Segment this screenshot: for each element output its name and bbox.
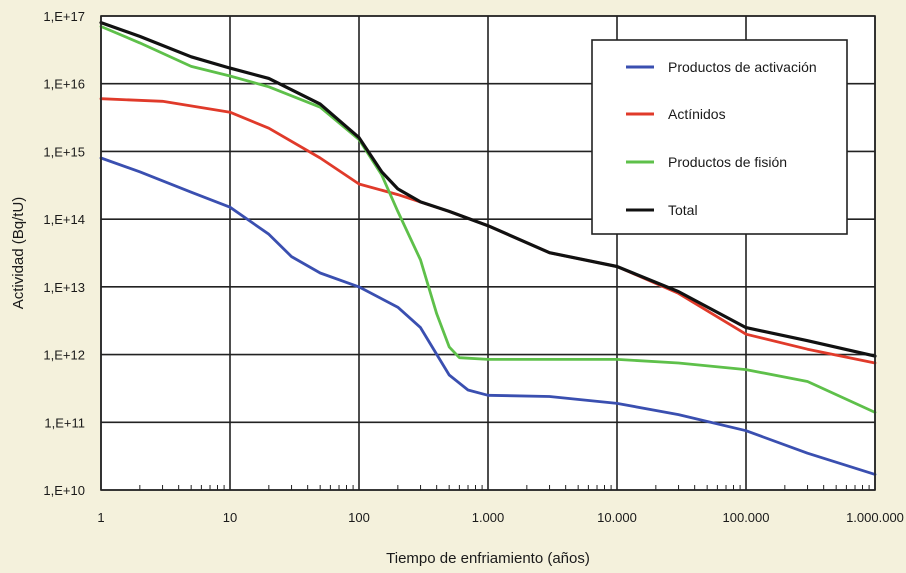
x-tick-label: 1.000 [472, 510, 505, 525]
legend-label: Total [668, 202, 698, 218]
series-line-total [99, 21, 877, 358]
plot-border [100, 15, 876, 491]
x-tick-label: 1.000.000 [846, 510, 904, 525]
series-line-productos-de-fision [99, 25, 877, 414]
legend-box [591, 39, 848, 235]
y-tick-label: 1,E+17 [43, 9, 85, 24]
y-axis-title: Actividad (Bq/tU) [10, 197, 27, 310]
y-tick-label: 1,E+15 [43, 144, 85, 159]
y-tick-labels: 1,E+10 1,E+11 1,E+12 1,E+13 1,E+14 1,E+15 1,E+… [43, 9, 85, 498]
minor-ticks [139, 485, 870, 490]
x-tick-label: 1 [97, 510, 104, 525]
plot-frame [100, 15, 876, 491]
y-tick-label: 1,E+16 [43, 77, 85, 92]
x-tick-labels: 1 10 100 1.000 10.000 100.000 1.000.000 [97, 510, 904, 525]
x-tick-label: 100.000 [723, 510, 770, 525]
y-tick-label: 1,E+13 [43, 280, 85, 295]
series-lines [99, 21, 877, 476]
legend-label: Productos de activación [668, 59, 817, 75]
x-tick-label: 10 [223, 510, 237, 525]
y-tick-label: 1,E+11 [44, 415, 85, 430]
x-tick-label: 10.000 [597, 510, 637, 525]
y-tick-label: 1,E+12 [43, 348, 85, 363]
legend: Productos de activación Actínidos Producto… [591, 39, 848, 235]
legend-label: Productos de fisión [668, 154, 787, 170]
y-tick-label: 1,E+14 [43, 212, 85, 227]
x-axis-title: Tiempo de enfriamiento (años) [386, 550, 590, 567]
legend-label: Actínidos [668, 106, 726, 122]
x-tick-label: 100 [348, 510, 370, 525]
series-line-productos-de-activacion [99, 156, 877, 476]
y-tick-label: 1,E+10 [43, 483, 85, 498]
